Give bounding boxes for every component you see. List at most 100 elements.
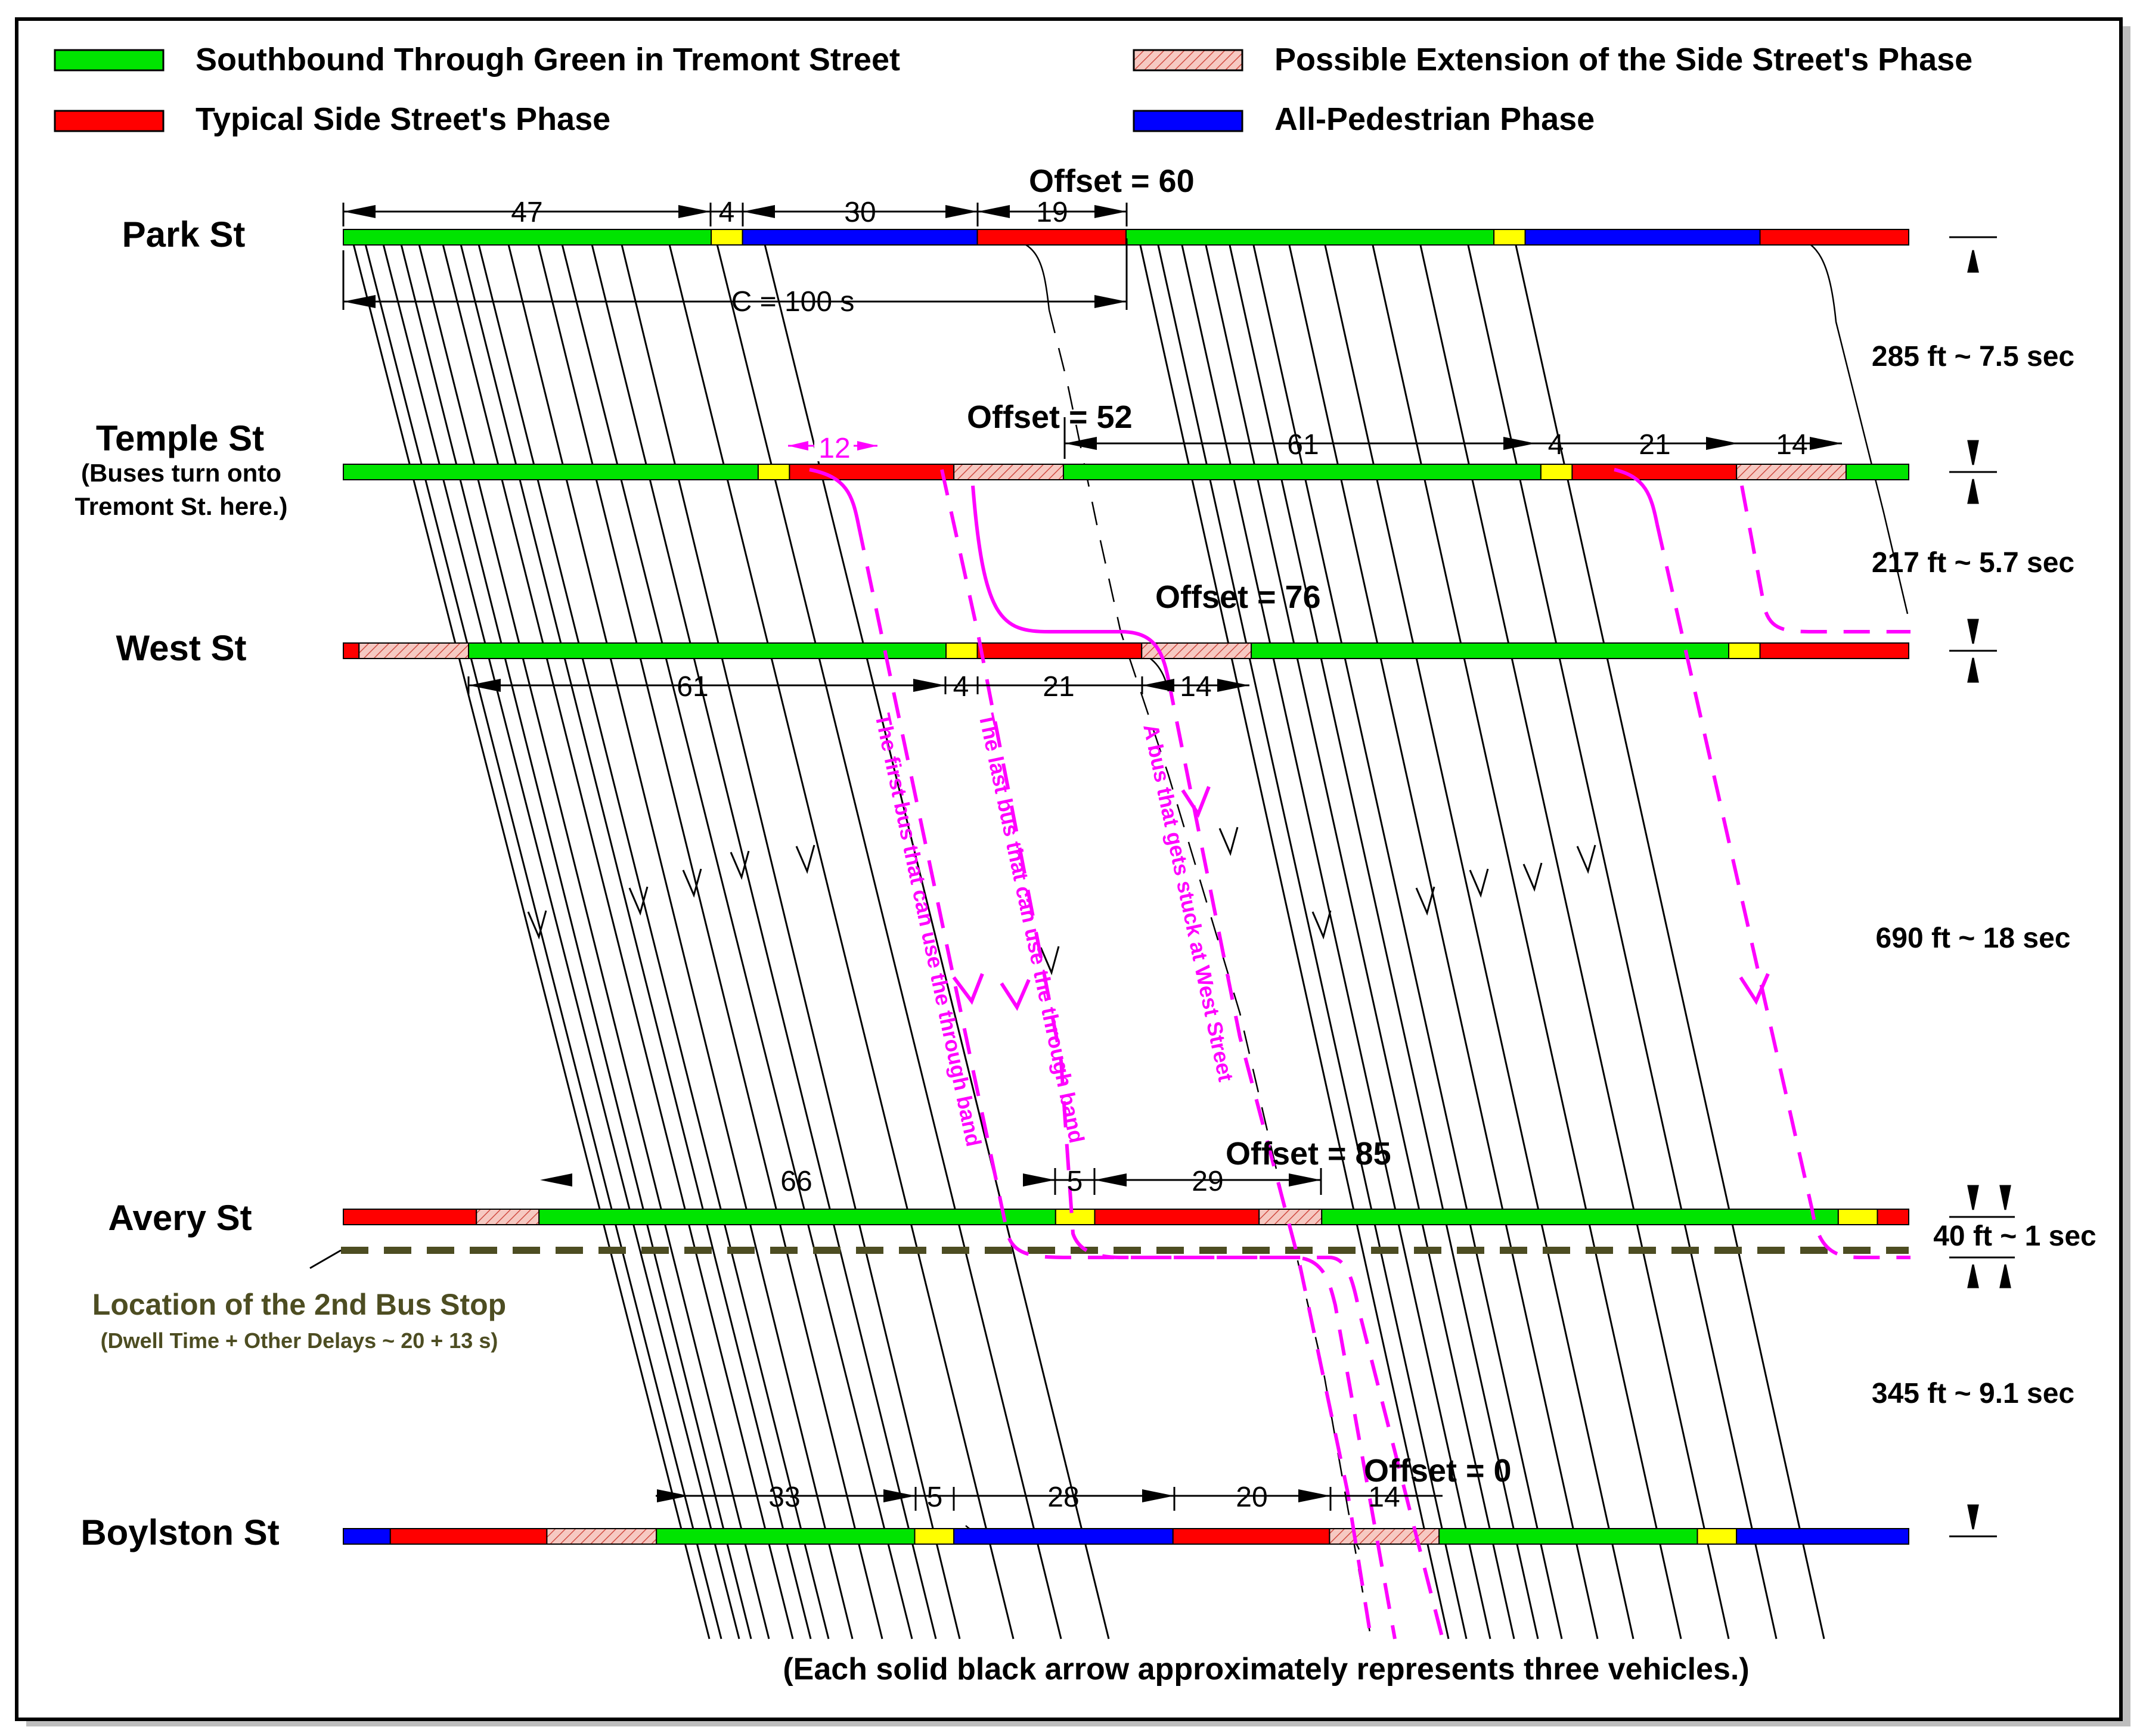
dim-arrow-2	[678, 205, 711, 218]
marker-west-arrow-down	[1967, 657, 1979, 683]
park-dim-4: 4	[719, 197, 735, 228]
boylston-phase-1	[389, 1528, 548, 1545]
bus-path-second-cycle-b	[1740, 485, 1911, 633]
street-names: Park St Temple St (Buses turn onto Tremo…	[75, 215, 287, 1552]
west-phase-6	[1251, 642, 1730, 659]
trajectory-arrow-2	[682, 868, 702, 898]
temple-note-line-2: Tremont St. here.)	[75, 492, 287, 520]
park-phase-3	[976, 229, 1127, 246]
bus-stop-title: Location of the 2nd Bus Stop	[92, 1288, 506, 1321]
dim-arrow-16	[1217, 679, 1249, 692]
bus-path-stuck-dashed	[1167, 679, 1373, 1639]
boylston-phase-8	[1438, 1528, 1698, 1545]
dim-arrow-9	[1065, 437, 1097, 450]
park-phase-2	[742, 229, 978, 246]
dim-arrow-11	[1706, 437, 1738, 450]
legend-swatch-all-pedestrian	[1133, 110, 1243, 132]
avery-phase-0	[343, 1209, 477, 1225]
temple-phase-4	[1062, 464, 1542, 480]
trajectory-arrow-1	[628, 886, 649, 916]
trajectory-arrow-11	[1040, 946, 1060, 976]
park-dim-19: 19	[1036, 197, 1068, 228]
avery-phase-3	[1055, 1209, 1096, 1225]
legend: Southbound Through Green in Tremont Stre…	[54, 42, 1972, 137]
boylston-phase-10	[1736, 1528, 1909, 1545]
west-dim-4: 4	[953, 671, 969, 703]
dim-arrow-12	[1810, 437, 1842, 450]
avery-dim-66: 66	[780, 1166, 812, 1197]
avery-phase-1	[476, 1209, 540, 1225]
dim-arrow-17	[540, 1173, 572, 1187]
trajectory-arrow-10	[1218, 827, 1239, 856]
legend-label-all-pedestrian: All-Pedestrian Phase	[1274, 101, 1595, 137]
marker-park-arrow	[1967, 250, 1979, 273]
marker-stop-arrow-1	[1967, 1264, 1979, 1288]
street-name-avery: Avery St	[108, 1198, 252, 1238]
bus-arrow-1	[952, 973, 984, 1005]
dim-arrow-19	[1094, 1173, 1127, 1187]
bus-arrow-2	[1000, 979, 1031, 1011]
avery-phase-2	[538, 1209, 1056, 1225]
legend-swatch-side-street	[54, 110, 165, 132]
bus-path-stuck	[971, 485, 1170, 680]
distance-labels: 285 ft ~ 7.5 sec 217 ft ~ 5.7 sec 690 ft…	[1872, 341, 2107, 1409]
frame	[15, 17, 2123, 1721]
offset-labels: Offset = 60 Offset = 52 Offset = 76 Offs…	[967, 163, 1512, 1489]
legend-swatch-possible-extension	[1133, 49, 1243, 72]
trajectory-arrow-8	[1522, 862, 1543, 892]
dim-arrow-21	[657, 1489, 689, 1502]
boylston-offset: Offset = 0	[1364, 1453, 1512, 1489]
temple-phase-8	[1845, 464, 1909, 480]
trajectory-arrow-5	[1311, 910, 1332, 940]
dim-arrow-5	[978, 205, 1010, 218]
park-dim-30: 30	[844, 197, 876, 228]
bus-arrowheads	[952, 785, 1770, 1011]
legend-label-possible-extension: Possible Extension of the Side Street's …	[1274, 42, 1972, 77]
avery-phase-7	[1837, 1209, 1878, 1225]
dim-arrow-6	[1094, 205, 1127, 218]
trajectory-arrow-9	[1576, 844, 1596, 874]
avery-dim-29: 29	[1192, 1166, 1223, 1197]
bus-stop-leader	[309, 1249, 342, 1269]
avery-phase-6	[1321, 1209, 1839, 1225]
marker-boylston-arrow	[1967, 1504, 1979, 1530]
west-offset: Offset = 76	[1155, 579, 1321, 615]
dim-arrow-13	[469, 679, 501, 692]
temple-dim-21: 21	[1639, 429, 1670, 461]
boylston-phase-5	[953, 1528, 1174, 1545]
park-offset: Offset = 60	[1029, 163, 1195, 199]
street-name-temple: Temple St	[96, 418, 264, 458]
footnote: (Each solid black arrow approximately re…	[783, 1652, 1749, 1687]
dim-arrow-22	[883, 1489, 916, 1502]
west-phase-0	[343, 642, 360, 659]
dim-arrow-15	[1142, 679, 1174, 692]
legend-label-through-green: Southbound Through Green in Tremont Stre…	[196, 42, 900, 77]
temple-dim-4: 4	[1548, 429, 1564, 461]
trajectory-arrow-6	[1415, 886, 1435, 916]
dim-arrow-3	[743, 205, 775, 218]
boylston-phase-0	[343, 1528, 391, 1545]
temple-ext-label: 12	[818, 433, 850, 464]
dimension-arrowheads	[343, 205, 1842, 1502]
west-phase-1	[358, 642, 470, 659]
bus-path-last-dashed	[940, 469, 1444, 1639]
park-dim-47: 47	[511, 197, 542, 228]
bus-path-second-cycle	[1614, 468, 1659, 525]
temple-dim-14: 14	[1776, 429, 1807, 461]
avery-phase-8	[1877, 1209, 1909, 1225]
cycle-label: C = 100 s	[731, 286, 855, 318]
marker-avery-arrow-1	[1967, 1185, 1979, 1210]
temple-note-line-1: (Buses turn onto	[81, 459, 281, 487]
avery-phase-5	[1258, 1209, 1323, 1225]
bus-stop-subtitle: (Dwell Time + Other Delays ~ 20 + 13 s)	[101, 1328, 498, 1353]
distance-stop-boylston: 345 ft ~ 9.1 sec	[1872, 1378, 2074, 1409]
temple-extension-dim: 12	[788, 428, 877, 464]
boylston-phase-2	[546, 1528, 657, 1545]
marker-stop-arrow-2	[1999, 1264, 2011, 1288]
street-name-boylston: Boylston St	[80, 1513, 279, 1552]
boylston-dim-28: 28	[1047, 1482, 1079, 1513]
street-name-west: West St	[116, 628, 247, 668]
park-phase-1	[711, 229, 743, 246]
boylston-phase-7	[1329, 1528, 1440, 1545]
